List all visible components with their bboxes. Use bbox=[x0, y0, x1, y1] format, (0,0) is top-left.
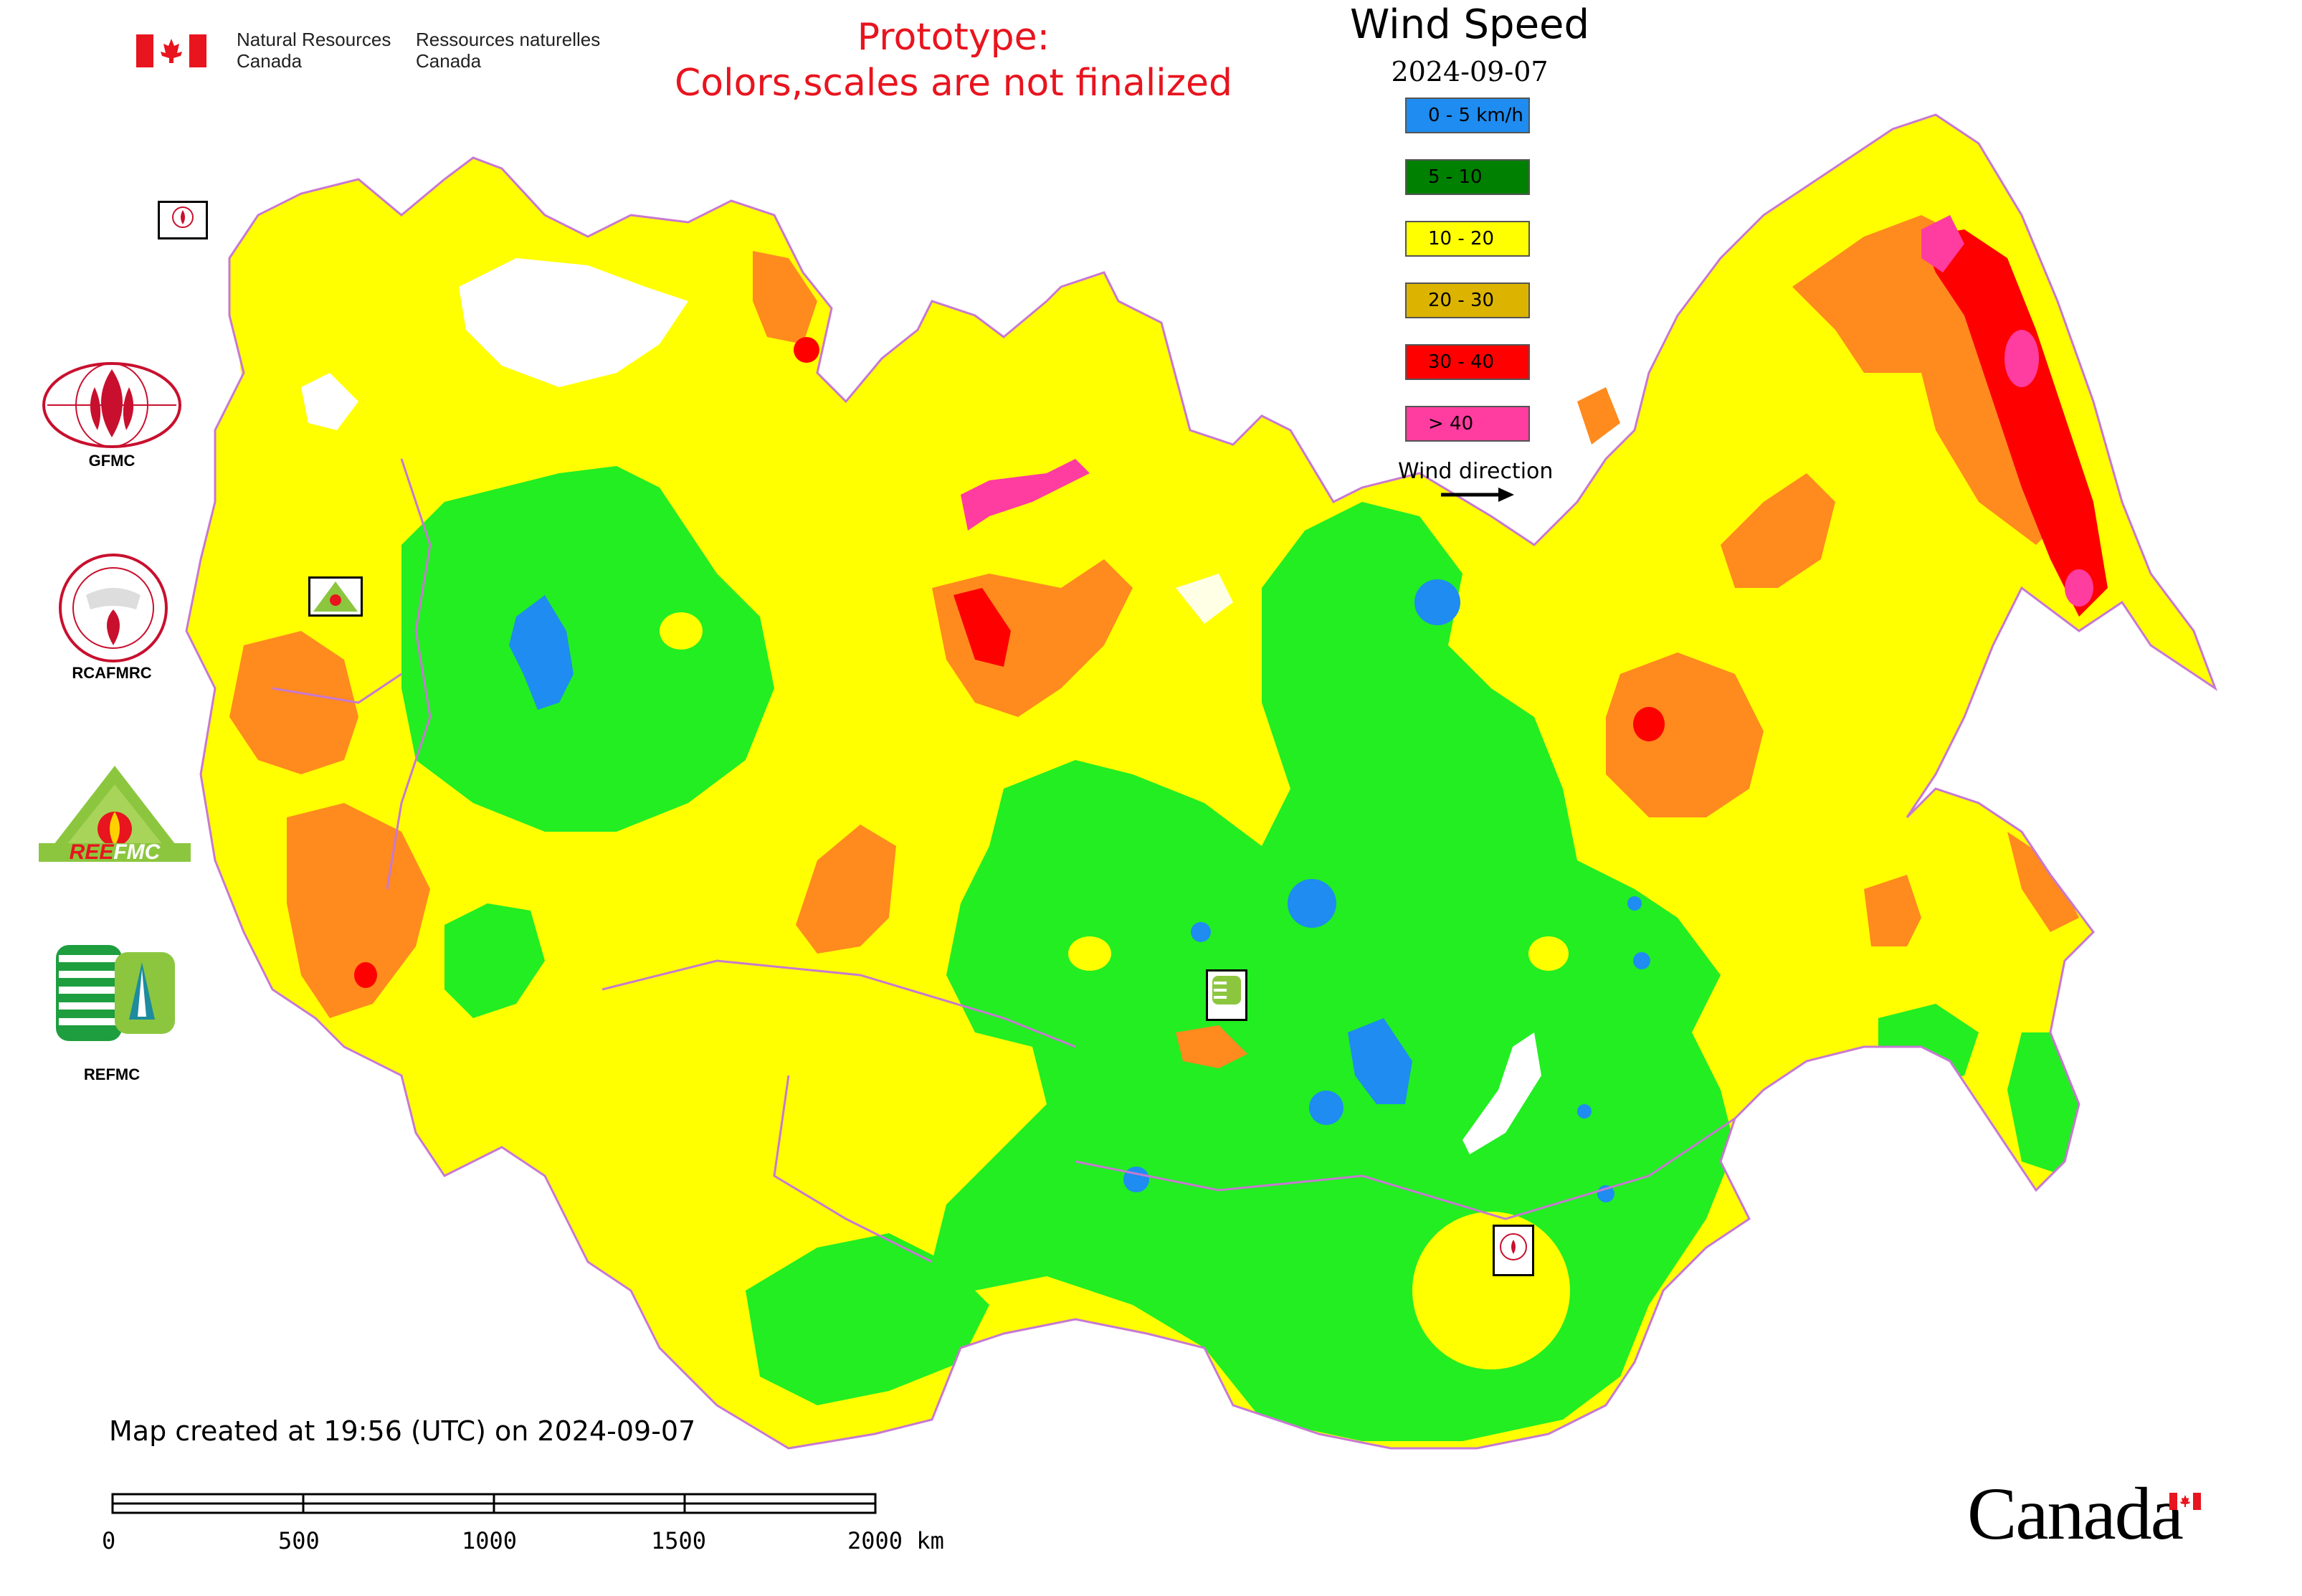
scale-tick-label: 1500 bbox=[651, 1527, 707, 1554]
legend-class-0: 0 - 5 km/h bbox=[1405, 98, 1530, 133]
legend-class-1: 5 - 10 bbox=[1405, 159, 1530, 195]
gfmc-label: GFMC bbox=[88, 452, 135, 470]
refmc-marker-icon bbox=[1206, 969, 1247, 1021]
prototype-notice-line2: Colors,scales are not finalized bbox=[674, 62, 1233, 105]
agency-name-en-line2: Canada bbox=[237, 50, 303, 72]
legend-title: Wind Speed bbox=[1349, 1, 1590, 48]
agency-name-en-line1: Natural Resources bbox=[237, 29, 391, 50]
reefmc-marker-icon bbox=[308, 576, 363, 617]
agency-name-fr-line2: Canada bbox=[416, 50, 482, 72]
agency-name-fr-line1: Ressources naturelles bbox=[416, 29, 601, 50]
gfmc-logo bbox=[40, 358, 184, 459]
canada-flag-icon bbox=[136, 34, 206, 67]
reefmc-logo: REEFMC bbox=[36, 760, 194, 875]
map-created-timestamp: Map created at 19:56 (UTC) on 2024-09-07 bbox=[109, 1415, 696, 1447]
legend-class-4: 30 - 40 bbox=[1405, 344, 1530, 380]
rcafmrc-label: RCAFMRC bbox=[72, 664, 152, 682]
scale-bar bbox=[111, 1493, 877, 1514]
rcafmrc-marker-icon bbox=[1493, 1225, 1534, 1276]
rcafmrc-logo bbox=[57, 552, 172, 667]
legend-class-2: 10 - 20 bbox=[1405, 221, 1530, 257]
scale-tick-label: 0 bbox=[102, 1527, 116, 1554]
refmc-logo bbox=[56, 945, 175, 1041]
gfmc-marker-icon bbox=[158, 201, 208, 239]
refmc-label: REFMC bbox=[83, 1065, 141, 1083]
wind-direction-label: Wind direction bbox=[1398, 459, 1554, 484]
scale-tick-label: 2000 km bbox=[847, 1527, 944, 1554]
canada-wordmark-flag-icon bbox=[2169, 1493, 2201, 1510]
prototype-notice-line1: Prototype: bbox=[857, 16, 1050, 59]
legend-date: 2024-09-07 bbox=[1391, 56, 1549, 87]
scale-tick-label: 1000 bbox=[462, 1527, 518, 1554]
scale-tick-label: 500 bbox=[278, 1527, 320, 1554]
wind-direction-arrow bbox=[1441, 488, 1514, 502]
legend-class-3: 20 - 30 bbox=[1405, 282, 1530, 318]
legend-class-5: > 40 bbox=[1405, 406, 1530, 442]
canada-wordmark: Canada bbox=[1967, 1473, 2184, 1555]
